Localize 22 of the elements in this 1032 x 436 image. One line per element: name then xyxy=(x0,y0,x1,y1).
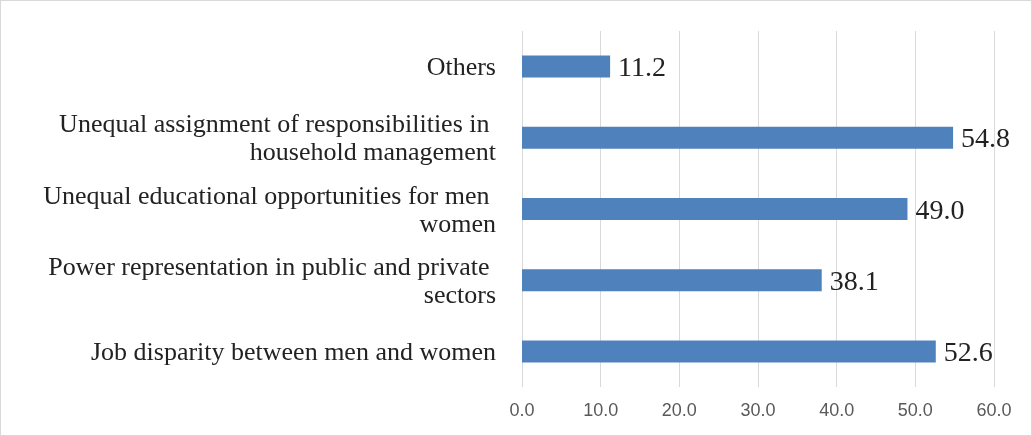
x-tick-label: 30.0 xyxy=(740,400,776,420)
bar xyxy=(522,269,822,292)
y-tick-label: Unequal educational opportunities for men women xyxy=(43,180,496,238)
bar xyxy=(522,340,936,363)
y-tick-label: Power representation in public and private sectors xyxy=(48,251,496,309)
data-label: 54.8 xyxy=(961,122,1011,154)
x-tick-label: 10.0 xyxy=(583,400,619,420)
y-tick-label: Unequal assignment of responsibilities in household management xyxy=(59,109,497,167)
bar xyxy=(522,198,908,220)
bar xyxy=(522,55,611,78)
x-tick-label: 60.0 xyxy=(976,400,1012,420)
y-tick-label: Job disparity between men and women xyxy=(90,336,496,366)
data-label: 49.0 xyxy=(915,193,965,225)
data-label: 52.6 xyxy=(943,335,993,367)
bar xyxy=(522,126,954,149)
x-tick-label: 40.0 xyxy=(819,400,855,420)
data-label: 38.1 xyxy=(829,264,879,296)
data-label: 11.2 xyxy=(618,51,667,83)
y-tick-label: Others xyxy=(426,52,496,82)
x-tick-label: 20.0 xyxy=(661,400,697,420)
x-tick-label: 0.0 xyxy=(509,400,535,420)
x-tick-label: 50.0 xyxy=(897,400,933,420)
